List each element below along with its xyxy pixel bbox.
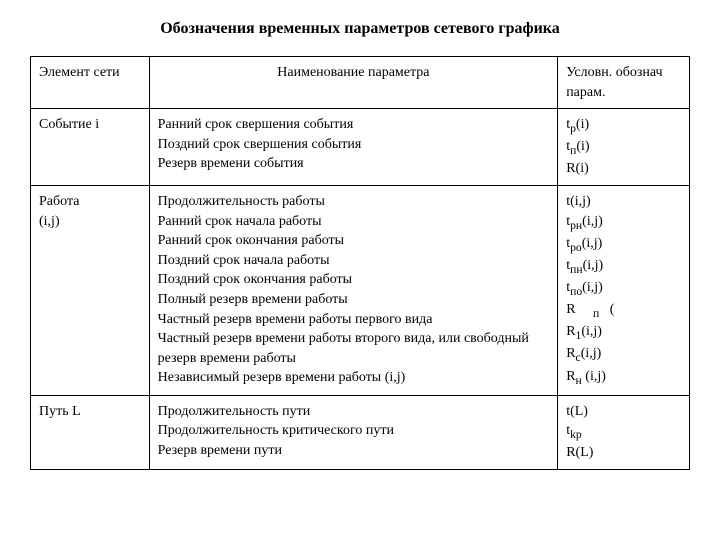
param-name: Независимый резерв времени работы (i,j) bbox=[158, 368, 550, 388]
param-symbol: R(i) bbox=[566, 159, 681, 179]
param-symbol: R п ( bbox=[566, 300, 681, 322]
param-symbol: t(i,j) bbox=[566, 192, 681, 212]
cell-element: Путь L bbox=[31, 395, 150, 469]
cell-symbols: t(L) tkp R(L) bbox=[558, 395, 690, 469]
param-symbol: tпн(i,j) bbox=[566, 256, 681, 278]
param-name: Поздний срок свершения события bbox=[158, 135, 550, 155]
param-symbol: tр(i) bbox=[566, 115, 681, 137]
cell-names: Продолжительность работы Ранний срок нач… bbox=[149, 186, 558, 396]
param-symbol: R1(i,j) bbox=[566, 322, 681, 344]
param-symbol: t(L) bbox=[566, 402, 681, 422]
param-symbol: tп(i) bbox=[566, 137, 681, 159]
table-row: Событие i Ранний срок свершения события … bbox=[31, 109, 690, 186]
cell-names: Ранний срок свершения события Поздний ср… bbox=[149, 109, 558, 186]
param-symbol: tkp bbox=[566, 421, 681, 443]
param-name: Ранний срок окончания работы bbox=[158, 231, 550, 251]
param-name: Резерв времени пути bbox=[158, 441, 550, 461]
param-name: Ранний срок свершения события bbox=[158, 115, 550, 135]
param-name: Частный резерв времени работы первого ви… bbox=[158, 310, 550, 330]
header-name: Наименование параметра bbox=[149, 57, 558, 109]
table-row: Путь L Продолжительность пути Продолжите… bbox=[31, 395, 690, 469]
param-name: Частный резерв времени работы второго ви… bbox=[158, 329, 550, 368]
param-name: Поздний срок начала работы bbox=[158, 251, 550, 271]
param-symbol: tро(i,j) bbox=[566, 234, 681, 256]
page-title: Обозначения временных параметров сетевог… bbox=[30, 20, 690, 38]
param-name: Продолжительность пути bbox=[158, 402, 550, 422]
params-table: Элемент сети Наименование параметра Усло… bbox=[30, 56, 690, 470]
param-name: Ранний срок начала работы bbox=[158, 212, 550, 232]
header-element: Элемент сети bbox=[31, 57, 150, 109]
param-symbol: tрн(i,j) bbox=[566, 212, 681, 234]
header-symbol: Условн. обознач парам. bbox=[558, 57, 690, 109]
table-row: Работа(i,j) Продолжительность работы Ран… bbox=[31, 186, 690, 396]
param-name: Поздний срок окончания работы bbox=[158, 270, 550, 290]
param-name: Продолжительность критического пути bbox=[158, 421, 550, 441]
table-header-row: Элемент сети Наименование параметра Усло… bbox=[31, 57, 690, 109]
param-symbol: R(L) bbox=[566, 443, 681, 463]
param-name: Полный резерв времени работы bbox=[158, 290, 550, 310]
cell-symbols: tр(i) tп(i) R(i) bbox=[558, 109, 690, 186]
param-symbol: Rc(i,j) bbox=[566, 344, 681, 366]
param-name: Продолжительность работы bbox=[158, 192, 550, 212]
param-symbol: tпо(i,j) bbox=[566, 278, 681, 300]
cell-names: Продолжительность пути Продолжительность… bbox=[149, 395, 558, 469]
param-name: Резерв времени события bbox=[158, 154, 550, 174]
param-symbol: Rн (i,j) bbox=[566, 367, 681, 389]
cell-element: Событие i bbox=[31, 109, 150, 186]
cell-symbols: t(i,j) tрн(i,j) tро(i,j) tпн(i,j) tпо(i,… bbox=[558, 186, 690, 396]
cell-element: Работа(i,j) bbox=[31, 186, 150, 396]
